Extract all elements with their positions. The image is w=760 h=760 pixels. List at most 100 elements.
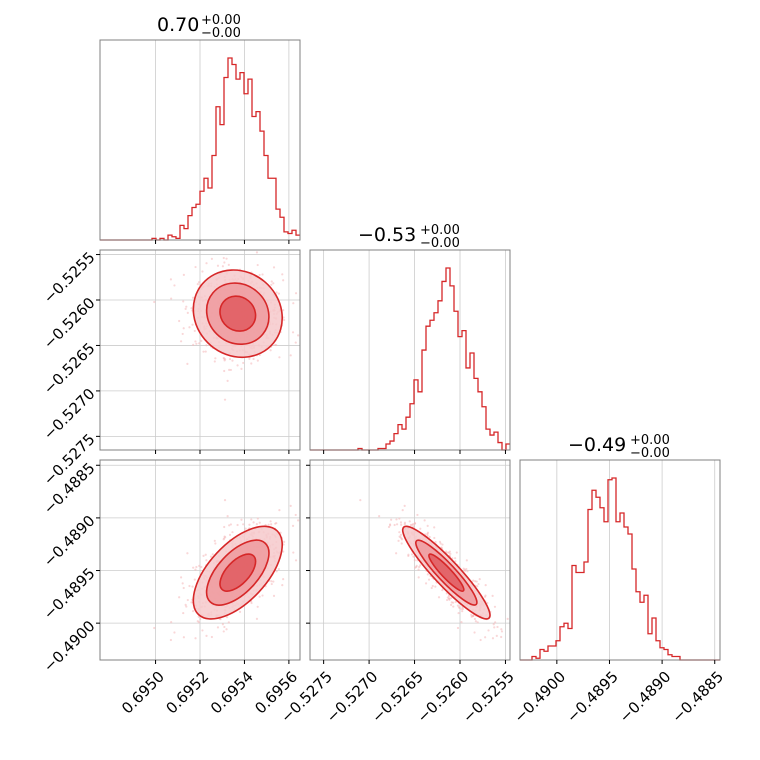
sample-point	[426, 524, 429, 527]
sample-point	[223, 625, 226, 629]
sample-point	[223, 525, 226, 529]
sample-point	[450, 596, 453, 600]
sample-point	[179, 340, 183, 343]
sample-point	[500, 630, 504, 633]
sample-point	[182, 636, 185, 639]
sample-point	[282, 550, 285, 553]
hist-frame-p3	[519, 459, 721, 661]
sample-point	[222, 630, 225, 633]
sample-point	[500, 628, 503, 631]
sample-point	[495, 634, 498, 637]
sample-point	[433, 536, 436, 540]
panels	[96, 39, 721, 664]
sample-point	[388, 524, 392, 527]
sample-point	[200, 339, 203, 342]
sample-point	[454, 560, 457, 563]
hist-step-p1	[100, 57, 300, 241]
sample-point	[419, 527, 422, 530]
sample-point	[275, 291, 278, 294]
sample-point	[227, 621, 230, 624]
sample-point	[474, 620, 477, 623]
x-tick-label-p1-0: 0.6950	[118, 668, 168, 718]
sample-point	[395, 523, 399, 526]
sample-point	[430, 586, 433, 590]
sample-point	[250, 601, 253, 605]
sample-point	[438, 540, 442, 544]
sample-point	[236, 364, 239, 367]
sample-point	[186, 552, 189, 555]
sample-point	[272, 594, 276, 597]
title-minus-p2: −0.00	[420, 236, 460, 251]
sample-point	[408, 520, 411, 523]
sample-point	[291, 331, 295, 334]
title-plus-p3: +0.00	[630, 433, 670, 448]
sample-point	[412, 525, 415, 528]
sample-point	[269, 520, 272, 523]
sample-point	[229, 523, 233, 526]
sample-point	[395, 552, 398, 555]
sample-point	[185, 605, 188, 608]
sample-point	[191, 585, 194, 588]
sample-point	[258, 521, 261, 524]
sample-point	[281, 273, 284, 276]
sample-point	[227, 263, 230, 266]
sample-point	[283, 540, 286, 544]
sample-point	[222, 356, 225, 360]
sample-point	[494, 621, 497, 624]
sample-point	[416, 513, 419, 517]
sample-point	[216, 264, 220, 267]
hist-step-p2	[310, 267, 510, 451]
sample-point	[214, 542, 217, 545]
sample-point	[196, 283, 199, 286]
sample-point	[194, 265, 197, 269]
sample-point	[255, 251, 259, 254]
sample-point	[184, 603, 187, 606]
sample-point	[182, 273, 185, 276]
sample-point	[434, 540, 437, 544]
sample-point	[378, 514, 381, 518]
sample-point	[446, 596, 449, 599]
sample-point	[242, 523, 245, 526]
sample-point	[169, 278, 173, 281]
sample-point	[270, 580, 273, 583]
scatter-panel-p1-p3-contour-3	[219, 553, 257, 592]
sample-point	[476, 585, 479, 588]
sample-point	[426, 532, 429, 536]
sample-point	[417, 568, 420, 571]
sample-point	[282, 578, 285, 581]
sample-point	[153, 626, 156, 630]
sample-point	[461, 610, 464, 613]
sample-point	[450, 603, 453, 606]
sample-point	[256, 359, 259, 362]
sample-point	[181, 582, 184, 585]
sample-point	[419, 564, 422, 567]
sample-point	[458, 606, 461, 610]
sample-point	[413, 522, 417, 525]
sample-point	[256, 517, 259, 520]
sample-point	[491, 637, 495, 640]
sample-point	[270, 280, 273, 283]
sample-point	[244, 527, 247, 530]
sample-point	[294, 559, 298, 562]
sample-point	[292, 551, 295, 554]
sample-point	[294, 292, 298, 295]
sample-point	[173, 631, 176, 634]
sample-point	[194, 637, 197, 640]
sample-point	[441, 543, 444, 546]
sample-point	[229, 368, 233, 372]
sample-point	[387, 525, 391, 529]
sample-point	[222, 256, 225, 260]
sample-point	[231, 531, 234, 534]
sample-point	[191, 610, 195, 613]
sample-point	[181, 332, 184, 336]
sample-point	[294, 513, 297, 517]
sample-point	[412, 555, 415, 558]
sample-point	[240, 518, 243, 521]
sample-point	[433, 526, 436, 529]
sample-point	[395, 518, 398, 521]
sample-point	[224, 536, 227, 539]
sample-point	[261, 273, 264, 276]
sample-point	[173, 284, 176, 287]
sample-point	[462, 567, 465, 570]
sample-point	[197, 621, 201, 624]
